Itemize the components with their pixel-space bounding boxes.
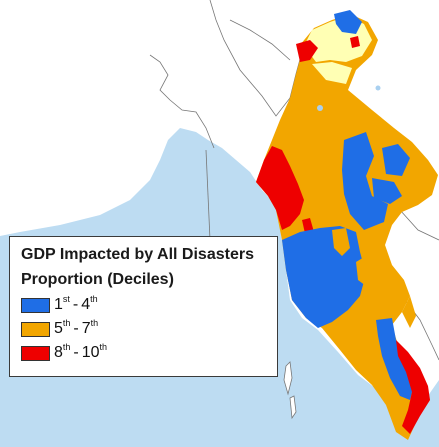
region-low xyxy=(334,10,362,34)
lake xyxy=(375,85,381,91)
legend-title: GDP Impacted by All Disasters xyxy=(21,246,254,263)
legend-range-high: 8th -10th xyxy=(54,342,108,361)
legend-subtitle: Proportion (Deciles) xyxy=(21,271,174,288)
region-mid xyxy=(332,228,350,256)
legend-swatch-mid xyxy=(21,321,50,337)
legend-item-high: 8th -10th xyxy=(21,341,277,365)
legend-item-low: 1st -4th xyxy=(21,293,277,317)
legend-swatch-high xyxy=(21,345,50,361)
region-low xyxy=(372,178,402,204)
region-low xyxy=(376,318,414,400)
region-mid xyxy=(356,256,374,286)
legend-swatch-low xyxy=(21,297,50,313)
region-no-data xyxy=(312,62,352,84)
region-mid xyxy=(402,296,416,328)
island xyxy=(289,395,297,420)
border-line xyxy=(229,19,291,61)
border-line xyxy=(149,54,215,149)
region-high xyxy=(396,340,430,434)
legend-range-mid: 5th -7th xyxy=(54,318,99,337)
legend-item-mid: 5th -7th xyxy=(21,317,277,341)
island xyxy=(283,361,293,396)
region-low xyxy=(382,144,410,176)
map-legend: GDP Impacted by All Disasters Proportion… xyxy=(9,236,278,377)
legend-range-low: 1st -4th xyxy=(54,294,98,313)
border-line xyxy=(399,209,439,241)
region-high xyxy=(350,36,360,48)
border-line xyxy=(205,149,211,241)
lake xyxy=(317,105,323,111)
region-high xyxy=(296,40,318,62)
region-low xyxy=(342,132,388,230)
region-high xyxy=(256,146,304,230)
